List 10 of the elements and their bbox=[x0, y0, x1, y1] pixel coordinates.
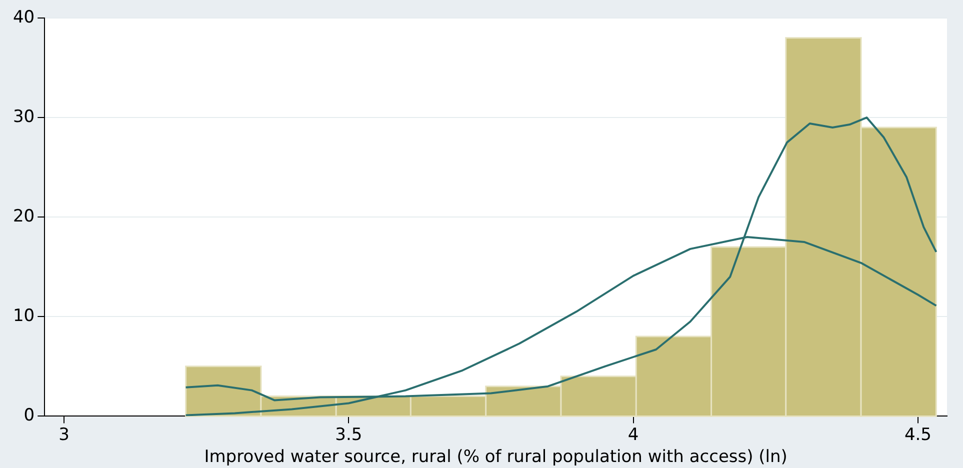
y-tick-label: 10 bbox=[12, 306, 35, 326]
x-tick-label: 3 bbox=[58, 424, 70, 445]
y-tick-label: 0 bbox=[24, 406, 35, 426]
x-tick-label: 4 bbox=[628, 424, 639, 445]
x-tick-label: 3.5 bbox=[335, 424, 362, 445]
x-tick-label: 4.5 bbox=[904, 424, 932, 445]
y-tick-label: 40 bbox=[12, 7, 35, 28]
y-tick-label: 30 bbox=[12, 106, 35, 127]
y-tick-label: 20 bbox=[12, 206, 35, 227]
x-axis-title: Improved water source, rural (% of rural population with access) (ln) bbox=[204, 447, 788, 468]
